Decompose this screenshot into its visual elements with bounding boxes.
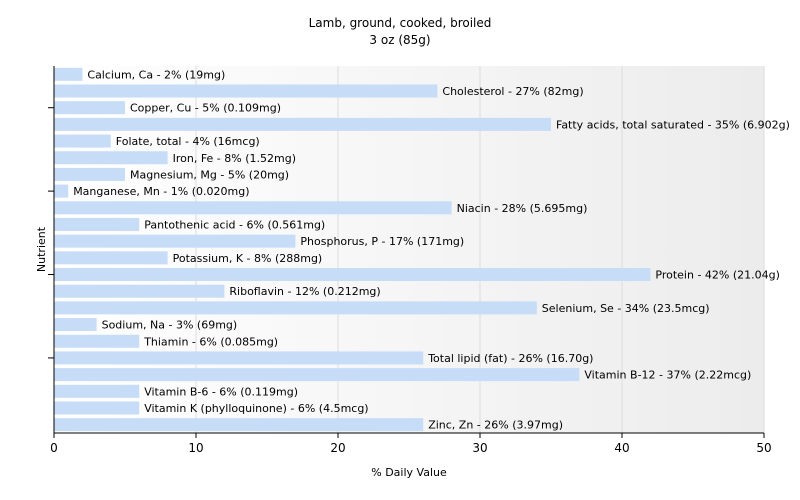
- bar-label: Vitamin K (phylloquinone) - 6% (4.5mcg): [144, 402, 368, 415]
- bar-label: Pantothenic acid - 6% (0.561mg): [144, 218, 325, 231]
- bar: [54, 251, 168, 265]
- x-tick-label: 20: [330, 441, 345, 455]
- bar: [54, 351, 424, 365]
- bar-label: Cholesterol - 27% (82mg): [442, 85, 583, 98]
- bar: [54, 151, 168, 165]
- bar: [54, 401, 140, 415]
- bar-label: Vitamin B-12 - 37% (2.22mcg): [584, 369, 751, 382]
- bar: [54, 84, 438, 98]
- bar: [54, 301, 537, 315]
- chart-title: Lamb, ground, cooked, broiled: [308, 16, 492, 30]
- bar: [54, 201, 452, 215]
- bar-label: Calcium, Ca - 2% (19mg): [87, 68, 225, 81]
- bar: [54, 318, 97, 332]
- bar: [54, 268, 651, 282]
- bar-label: Manganese, Mn - 1% (0.020mg): [73, 185, 249, 198]
- bar: [54, 101, 125, 115]
- x-tick-label: 30: [472, 441, 487, 455]
- x-tick-label: 0: [50, 441, 58, 455]
- bar-label: Riboflavin - 12% (0.212mg): [229, 285, 380, 298]
- bar-label: Zinc, Zn - 26% (3.97mg): [428, 419, 563, 432]
- chart-subtitle: 3 oz (85g): [369, 33, 431, 47]
- bar-label: Folate, total - 4% (16mcg): [116, 135, 260, 148]
- bar-label: Protein - 42% (21.04g): [655, 269, 780, 282]
- bar-label: Fatty acids, total saturated - 35% (6.90…: [556, 118, 790, 131]
- bar-label: Magnesium, Mg - 5% (20mg): [130, 168, 289, 181]
- bar: [54, 334, 140, 348]
- bar-label: Thiamin - 6% (0.085mg): [143, 335, 278, 348]
- y-axis-title: Nutrient: [35, 226, 48, 272]
- bar-label: Phosphorus, P - 17% (171mg): [300, 235, 464, 248]
- bar: [54, 384, 140, 398]
- x-tick-label: 50: [756, 441, 771, 455]
- bar-label: Sodium, Na - 3% (69mg): [102, 319, 238, 332]
- bar-label: Copper, Cu - 5% (0.109mg): [130, 102, 281, 115]
- bar-label: Selenium, Se - 34% (23.5mcg): [542, 302, 710, 315]
- bar: [54, 117, 551, 131]
- bar: [54, 167, 125, 181]
- bar: [54, 368, 580, 382]
- bar: [54, 184, 69, 198]
- x-axis-title: % Daily Value: [371, 466, 447, 479]
- bar-label: Iron, Fe - 8% (1.52mg): [173, 152, 296, 165]
- bar-label: Total lipid (fat) - 26% (16.70g): [427, 352, 593, 365]
- bar: [54, 284, 225, 298]
- bar-label: Potassium, K - 8% (288mg): [173, 252, 323, 265]
- bar: [54, 418, 424, 432]
- bar: [54, 234, 296, 248]
- x-tick-label: 10: [188, 441, 203, 455]
- bar: [54, 134, 111, 148]
- bar-label: Niacin - 28% (5.695mg): [457, 202, 588, 215]
- bar: [54, 217, 140, 231]
- bar: [54, 67, 83, 81]
- x-tick-label: 40: [614, 441, 629, 455]
- bar-label: Vitamin B-6 - 6% (0.119mg): [144, 385, 298, 398]
